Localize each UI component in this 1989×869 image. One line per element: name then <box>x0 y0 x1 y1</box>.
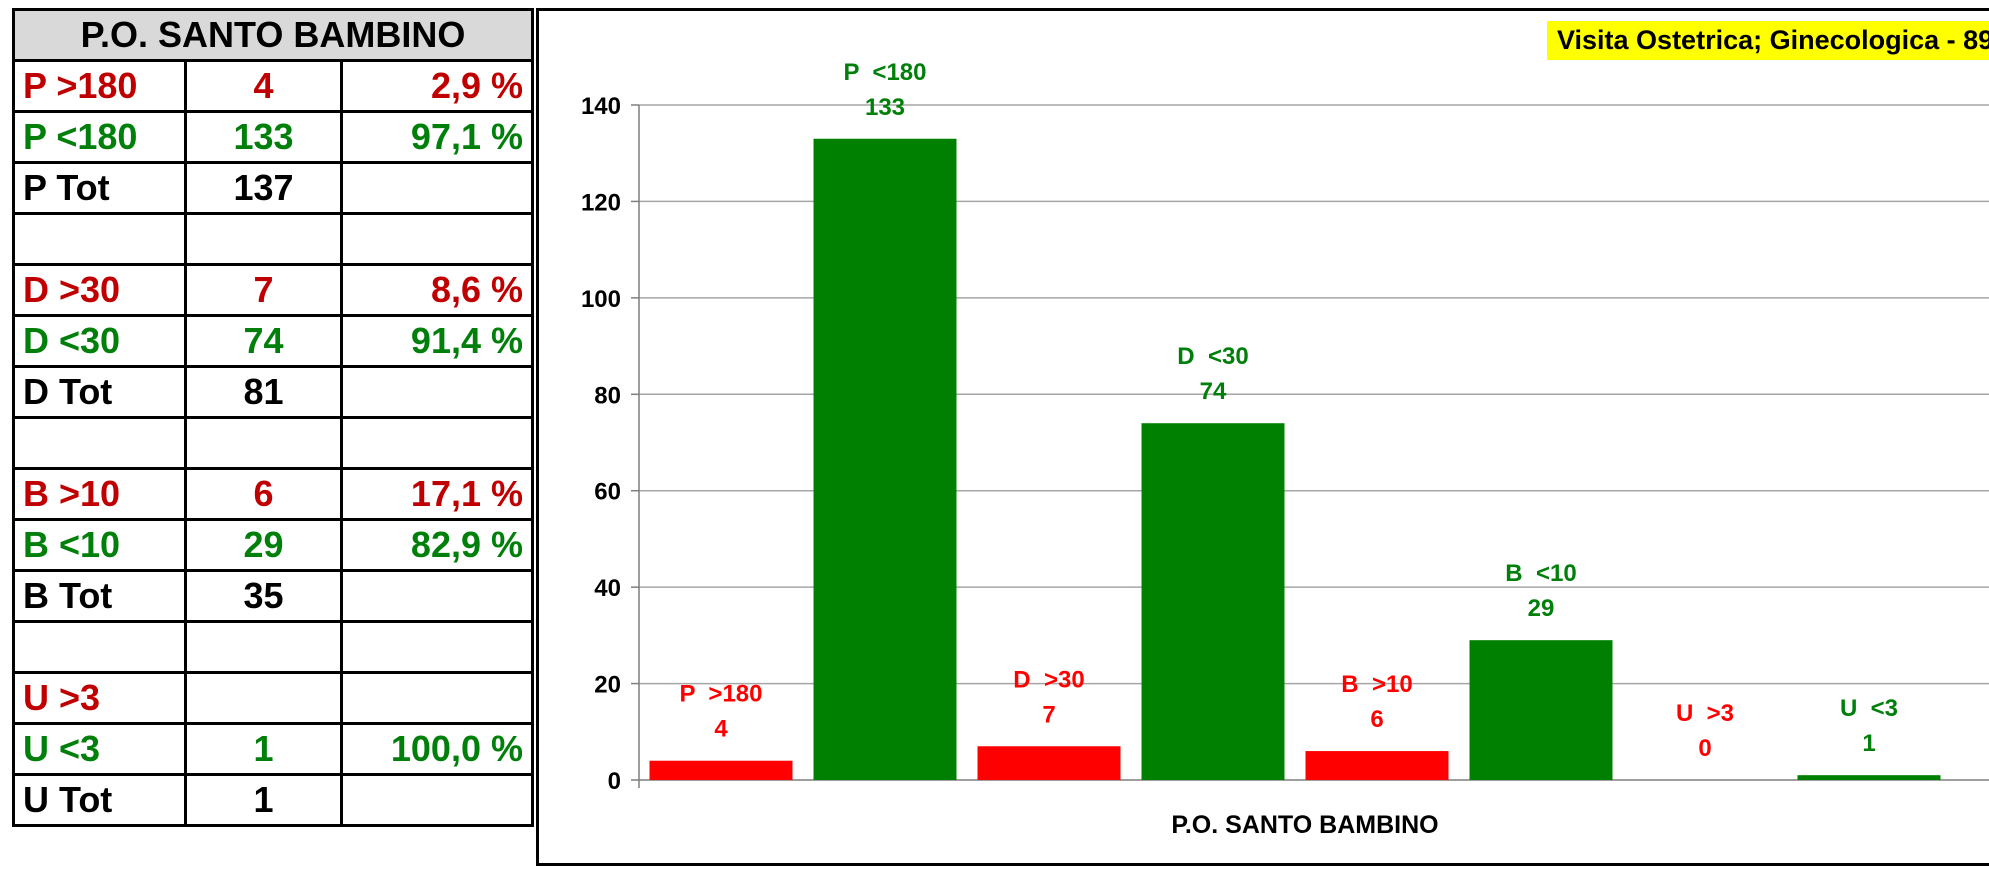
y-tick-label: 40 <box>594 575 621 602</box>
row-percent <box>340 416 534 470</box>
table-row: B Tot 35 <box>12 569 534 623</box>
row-percent <box>340 212 534 266</box>
bar-category-label: U <3 <box>1840 695 1898 722</box>
chart-area: 0 20 40 60 80 100 120 140 P >180 4 P <180 133 D >30 7… <box>536 8 1989 866</box>
row-count: 4 <box>184 59 343 113</box>
y-tick-label: 120 <box>581 189 621 216</box>
row-percent: 8,6 % <box>340 263 534 317</box>
bar <box>1469 640 1613 780</box>
row-percent: 97,1 % <box>340 110 534 164</box>
bar <box>1141 423 1285 780</box>
row-count: 1 <box>184 722 343 776</box>
row-label: P Tot <box>12 161 187 215</box>
row-percent <box>340 569 534 623</box>
row-count: 6 <box>184 467 343 521</box>
row-label: D Tot <box>12 365 187 419</box>
row-count: 133 <box>184 110 343 164</box>
row-label: D >30 <box>12 263 187 317</box>
summary-table: P.O. SANTO BAMBINO P >180 4 2,9 % P <180 133… <box>12 8 534 827</box>
row-label <box>12 416 187 470</box>
row-count: 35 <box>184 569 343 623</box>
table-row: B <10 29 82,9 % <box>12 518 534 572</box>
bar-value-label: 29 <box>1528 595 1555 622</box>
row-percent: 17,1 % <box>340 467 534 521</box>
row-count <box>184 620 343 674</box>
y-tick-label: 20 <box>594 672 621 699</box>
row-percent: 82,9 % <box>340 518 534 572</box>
bar-category-label: D >30 <box>1013 666 1084 693</box>
row-count <box>184 212 343 266</box>
row-percent <box>340 773 534 827</box>
bar <box>1797 775 1941 780</box>
bar-category-label: D <30 <box>1177 343 1248 370</box>
y-tick-label: 0 <box>608 768 621 795</box>
row-label: U >3 <box>12 671 187 725</box>
table-row <box>12 212 534 266</box>
table-row: U <3 1 100,0 % <box>12 722 534 776</box>
table-row: P Tot 137 <box>12 161 534 215</box>
row-percent <box>340 620 534 674</box>
y-tick-label: 80 <box>594 382 621 409</box>
table-header: P.O. SANTO BAMBINO <box>12 8 534 62</box>
table-row: D <30 74 91,4 % <box>12 314 534 368</box>
row-label: U Tot <box>12 773 187 827</box>
bar <box>813 138 957 780</box>
bar-category-label: U >3 <box>1676 700 1734 727</box>
row-label: P <180 <box>12 110 187 164</box>
bar <box>649 760 793 780</box>
bar <box>1305 751 1449 780</box>
row-label: U <3 <box>12 722 187 776</box>
row-percent: 2,9 % <box>340 59 534 113</box>
row-count: 137 <box>184 161 343 215</box>
y-tick-label: 140 <box>581 93 621 120</box>
bar-value-label: 6 <box>1370 706 1383 733</box>
table-row: U >3 <box>12 671 534 725</box>
row-label: B <10 <box>12 518 187 572</box>
row-label: B Tot <box>12 569 187 623</box>
row-count <box>184 416 343 470</box>
table-row <box>12 416 534 470</box>
row-label <box>12 212 187 266</box>
row-percent <box>340 365 534 419</box>
table-row: U Tot 1 <box>12 773 534 827</box>
bar-value-label: 74 <box>1200 378 1227 405</box>
y-tick-label: 60 <box>594 479 621 506</box>
row-percent <box>340 671 534 725</box>
row-count: 29 <box>184 518 343 572</box>
bar-category-label: P <180 <box>844 59 927 86</box>
table-row <box>12 620 534 674</box>
service-badge: Visita Ostetrica; Ginecologica - 8926 <box>1547 21 1989 60</box>
row-count: 81 <box>184 365 343 419</box>
row-percent: 100,0 % <box>340 722 534 776</box>
table-row: D >30 7 8,6 % <box>12 263 534 317</box>
row-percent: 91,4 % <box>340 314 534 368</box>
bar-value-label: 7 <box>1042 701 1055 728</box>
bar-category-label: P >180 <box>680 681 763 708</box>
row-percent <box>340 161 534 215</box>
bar-value-label: 4 <box>714 716 728 743</box>
x-axis-label: P.O. SANTO BAMBINO <box>1171 811 1438 839</box>
row-count <box>184 671 343 725</box>
row-count: 1 <box>184 773 343 827</box>
bar-value-label: 133 <box>865 94 905 121</box>
bar-value-label: 0 <box>1698 735 1711 762</box>
row-count: 74 <box>184 314 343 368</box>
bar-category-label: B >10 <box>1341 671 1412 698</box>
bar-category-label: B <10 <box>1505 560 1576 587</box>
table-row: B >10 6 17,1 % <box>12 467 534 521</box>
table-row: P >180 4 2,9 % <box>12 59 534 113</box>
table-header-row: P.O. SANTO BAMBINO <box>12 8 534 62</box>
row-label: D <30 <box>12 314 187 368</box>
table-row: P <180 133 97,1 % <box>12 110 534 164</box>
table-row: D Tot 81 <box>12 365 534 419</box>
row-label: B >10 <box>12 467 187 521</box>
bar-value-label: 1 <box>1862 730 1875 757</box>
row-count: 7 <box>184 263 343 317</box>
bar <box>977 746 1121 780</box>
row-label <box>12 620 187 674</box>
y-tick-label: 100 <box>581 286 621 313</box>
row-label: P >180 <box>12 59 187 113</box>
